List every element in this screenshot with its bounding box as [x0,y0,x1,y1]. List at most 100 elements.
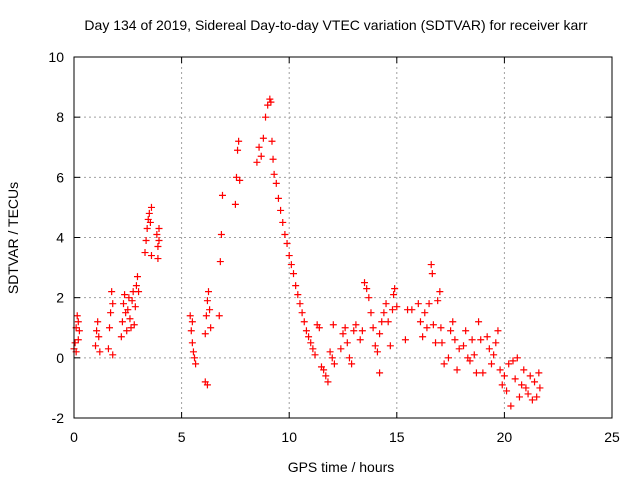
y-tick-label: -2 [52,410,65,426]
data-point [234,146,242,154]
data-point [270,170,278,178]
data-point [202,312,210,320]
data-point [376,330,384,338]
data-point [216,258,224,266]
data-point [259,134,267,142]
data-point [207,324,215,332]
data-point [298,309,306,317]
data-point [189,348,197,356]
x-axis-label: GPS time / hours [288,459,395,475]
data-point [472,369,480,377]
data-point [236,176,244,184]
data-point [269,155,277,163]
data-point [132,282,140,290]
data-point [272,179,280,187]
data-point [141,249,149,257]
data-point [451,336,459,344]
data-point [522,384,530,392]
data-point [109,351,117,359]
data-point [206,306,214,314]
data-point [492,339,500,347]
data-point [361,279,369,287]
data-point [329,321,337,329]
data-point [378,318,386,326]
data-point [215,312,223,320]
data-point [536,384,544,392]
y-tick-label: 4 [56,230,64,246]
data-point [350,327,358,335]
data-point [307,339,315,347]
data-point [436,288,444,296]
data-point [277,206,285,214]
data-point [300,318,308,326]
data-point [203,297,211,305]
data-point [287,261,295,269]
data-point [507,402,515,410]
data-point [315,324,323,332]
grid [74,57,612,418]
data-point [345,354,353,362]
data-point [356,336,364,344]
data-point [292,282,300,290]
data-point [447,327,455,335]
data-point [429,321,437,329]
data-point [393,303,401,311]
data-point [380,309,388,317]
data-point [440,360,448,368]
data-point [201,330,209,338]
data-point [128,297,136,305]
data-point [520,366,528,374]
data-point [371,342,379,350]
data-point [505,360,513,368]
data-point [390,291,398,299]
data-point [274,194,282,202]
data-point [531,378,539,386]
data-point [330,360,338,368]
data-point [135,288,143,296]
data-point [235,137,243,145]
data-point [281,230,289,238]
data-point [479,369,487,377]
data-point [133,273,141,281]
data-point [337,345,345,353]
data-point [188,318,196,326]
data-point [142,237,150,245]
data-point [73,312,81,320]
data-point [71,339,79,347]
data-point [460,342,468,350]
data-point [401,336,409,344]
data-point [477,336,485,344]
data-point [485,345,493,353]
data-point [498,381,506,389]
data-point [121,291,129,299]
data-point [107,309,115,317]
data-point [119,300,127,308]
data-point [257,152,265,160]
axis-ticks: 0 5 10 15 20 25 -2 0 2 4 6 8 10 [48,49,620,445]
data-point [518,381,526,389]
data-point [146,218,154,226]
data-point [386,342,394,350]
data-point [382,300,390,308]
data-point [118,318,126,326]
data-point [290,270,298,278]
data-point [352,321,360,329]
data-point [96,348,104,356]
data-point [348,360,356,368]
data-point [267,98,275,106]
data-point [509,357,517,365]
data-point [93,327,101,335]
data-point [130,321,138,329]
y-tick-label: 0 [56,350,64,366]
data-point [423,324,431,332]
data-point [108,288,116,296]
data-point [143,224,151,232]
data-point [74,318,82,326]
data-point [428,270,436,278]
data-point [462,327,470,335]
data-point [513,354,521,362]
data-point [147,203,155,211]
data-point [123,327,131,335]
data-point [283,240,291,248]
data-point [437,324,445,332]
